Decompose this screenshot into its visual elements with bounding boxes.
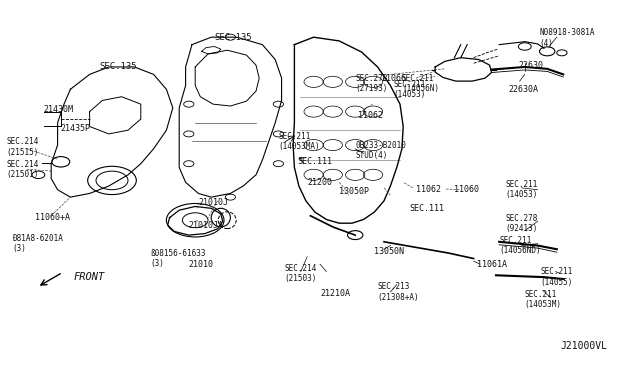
Text: SEC.111: SEC.111 [410,204,445,213]
Text: 21210A: 21210A [320,289,350,298]
Text: 21430M: 21430M [44,105,74,114]
Text: SEC.278
(92413): SEC.278 (92413) [506,214,538,233]
Text: SEC.111: SEC.111 [298,157,333,166]
Text: SEC.135: SEC.135 [100,62,137,71]
Text: 11060: 11060 [454,185,479,194]
Text: 21200: 21200 [307,178,332,187]
Text: 22630A: 22630A [509,85,539,94]
Text: SEC.211
(14056ND): SEC.211 (14056ND) [499,236,541,255]
Text: 13050N: 13050N [374,247,404,256]
Text: SEC.214
(21503): SEC.214 (21503) [285,264,317,283]
Text: 11062: 11062 [358,111,383,120]
Text: SEC.211
(14056N): SEC.211 (14056N) [402,74,439,93]
Text: SEC.211
(14053MA): SEC.211 (14053MA) [278,132,320,151]
Text: 22630: 22630 [518,61,543,70]
Text: SEC.278
(27193): SEC.278 (27193) [355,74,388,93]
Text: SEC.214
(21515): SEC.214 (21515) [6,137,39,157]
Text: 13050P: 13050P [339,187,369,196]
Text: 21010JA: 21010JA [189,221,224,230]
Text: ß08156-61633
(3): ß08156-61633 (3) [150,249,206,268]
Text: 11062: 11062 [416,185,441,194]
Text: 0B233-B2010
STUD(4): 0B233-B2010 STUD(4) [355,141,406,160]
Text: 21435P: 21435P [61,124,91,133]
Text: 11066: 11066 [381,74,406,83]
Text: J21000VL: J21000VL [560,341,607,351]
Text: SEC.211
(14053): SEC.211 (14053) [506,180,538,199]
Text: Ð81A8-6201A
(3): Ð81A8-6201A (3) [13,234,63,253]
Text: 11061A: 11061A [477,260,507,269]
Text: SEC.214
(21501): SEC.214 (21501) [6,160,39,179]
Text: N08918-3081A
(4): N08918-3081A (4) [540,28,595,48]
Text: 21010J: 21010J [198,198,228,207]
Text: SEC.211
(14055): SEC.211 (14055) [541,267,573,287]
Text: 21010: 21010 [189,260,214,269]
Text: SEC.135: SEC.135 [215,33,252,42]
Text: SEC.211
(14053): SEC.211 (14053) [394,80,426,99]
Text: SEC.211
(14053M): SEC.211 (14053M) [525,290,562,309]
Text: SEC.213
(21308+A): SEC.213 (21308+A) [378,282,419,302]
Text: 11060+A: 11060+A [35,213,70,222]
Text: FRONT: FRONT [74,272,105,282]
